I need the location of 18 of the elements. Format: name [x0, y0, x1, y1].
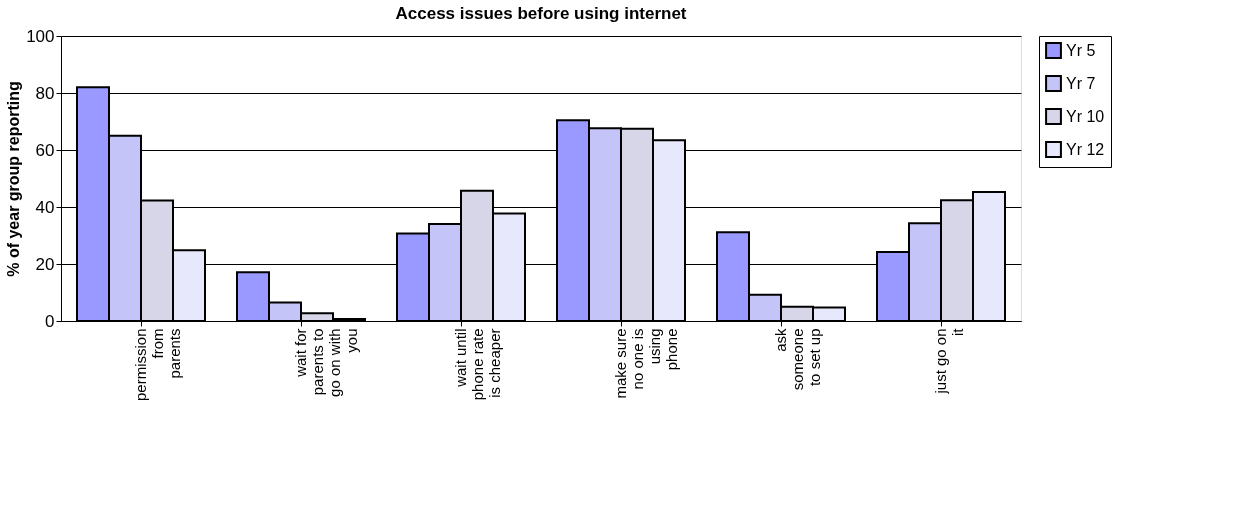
legend-label: Yr 7	[1066, 74, 1096, 92]
x-tick-label: permission from parents	[132, 328, 183, 402]
legend-label: Yr 12	[1066, 140, 1105, 158]
y-tick-label: 60	[35, 140, 55, 160]
x-tick-label: just go on it	[932, 327, 966, 395]
y-tick-label: 40	[35, 197, 55, 217]
y-axis-title: % of year group reporting	[5, 81, 23, 277]
y-tick-label: 100	[26, 26, 55, 46]
y-tick-label: 80	[35, 83, 55, 103]
legend-label: Yr 10	[1066, 107, 1105, 125]
x-tick-label: wait until phone rate is cheaper	[452, 328, 503, 401]
x-tick-label: ask someone to set up	[772, 328, 823, 391]
y-tick-label: 0	[45, 311, 55, 331]
chart-title: Access issues before using internet	[395, 4, 687, 23]
x-tick-label: wait for parents to go on with you	[292, 328, 360, 397]
x-tick-label: make sure no one is using phone	[612, 328, 680, 399]
legend-label: Yr 5	[1066, 41, 1096, 59]
y-tick-label: 20	[35, 254, 55, 274]
